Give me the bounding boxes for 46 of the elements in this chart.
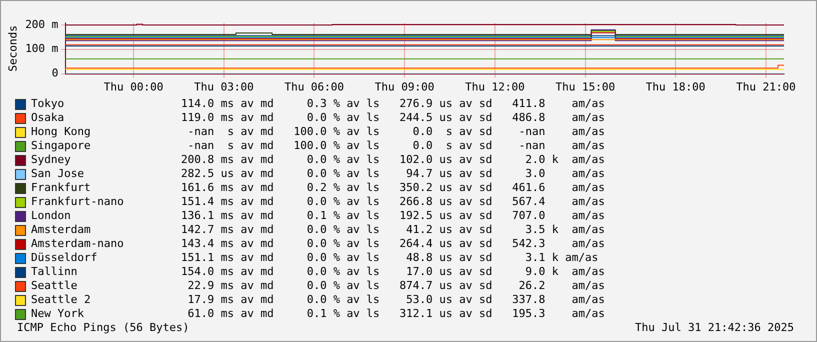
y-tick-label: 100 m [25,42,59,56]
text: 161.6 ms av md 0.2 % av ls 350.2 us av sd 461.6 am/as [181,181,605,195]
legend-label: Hong Kong [31,125,92,139]
legend-label: Sydney [31,153,72,167]
text: 154.0 ms av md 0.0 % av ls 17.0 us av sd 9.0 k am/as [181,265,605,279]
text: 142.7 ms av md 0.0 % av ls 41.2 us av sd 3.5 k am/as [181,223,605,237]
text: 151.1 ms av md 0.0 % av ls 48.8 us av sd 3.1 k am/as [181,251,598,265]
legend-label: Seattle [31,279,78,293]
legend-label: Amsterdam [31,223,92,237]
x-tick-label: Thu 03:00 [194,80,254,94]
text: 22.9 ms av md 0.0 % av ls 874.7 us av sd 26.2 am/as [186,279,605,293]
legend-label: Amsterdam-nano [31,237,125,251]
text: 143.4 ms av md 0.0 % av ls 264.4 us av sd 542.3 am/as [181,237,605,251]
legend-label: Frankfurt [31,181,92,195]
text: -nan s av md 100.0 % av ls 0.0 s av sd -nan am/as [186,125,605,139]
legend-label: Tallinn [31,265,78,279]
text: -nan s av md 100.0 % av ls 0.0 s av sd -nan am/as [186,139,605,153]
legend-label: Seattle 2 [31,293,92,307]
legend-label: Singapore [31,139,92,153]
text: 114.0 ms av md 0.3 % av ls 276.9 us av sd 411.8 am/as [181,97,605,111]
x-tick-label: Thu 21:00 [736,80,796,94]
text: 151.4 ms av md 0.0 % av ls 266.8 us av sd 567.4 am/as [181,195,605,209]
legend-label: Düsseldorf [31,251,98,265]
legend-label: Frankfurt-nano [31,195,125,209]
text: 17.9 ms av md 0.0 % av ls 53.0 us av sd 337.8 am/as [186,293,605,307]
legend-label: London [31,209,72,223]
text: 61.0 ms av md 0.1 % av ls 312.1 us av sd 195.3 am/as [186,307,605,321]
x-tick-label: Thu 09:00 [374,80,434,94]
x-tick-label: Thu 18:00 [646,80,706,94]
x-tick-label: Thu 12:00 [465,80,525,94]
y-axis-title: Seconds [6,25,20,72]
legend-label: Tokyo [31,97,66,111]
legend-label: Osaka [31,111,66,125]
text: 282.5 us av md 0.0 % av ls 94.7 us av sd 3.0 am/as [181,167,605,181]
y-tick-label: 0 [52,66,58,80]
y-tick-label: 200 m [25,18,59,31]
text: 136.1 ms av md 0.1 % av ls 192.5 us av sd 707.0 am/as [181,209,605,223]
legend-label: San Jose [31,167,85,181]
text: 119.0 ms av md 0.0 % av ls 244.5 us av sd 486.8 am/as [181,111,605,125]
x-tick-label: Thu 15:00 [555,80,616,94]
text: ICMP Echo Pings (56 Bytes) [17,321,190,334]
x-tick-label: Thu 06:00 [284,80,344,94]
text: 200.8 ms av md 0.0 % av ls 102.0 us av sd 2.0 k am/as [181,153,605,167]
legend-label: New York [31,307,85,321]
x-tick-label: Thu 00:00 [104,80,164,94]
text: Thu Jul 31 21:42:36 2025 [635,321,794,334]
